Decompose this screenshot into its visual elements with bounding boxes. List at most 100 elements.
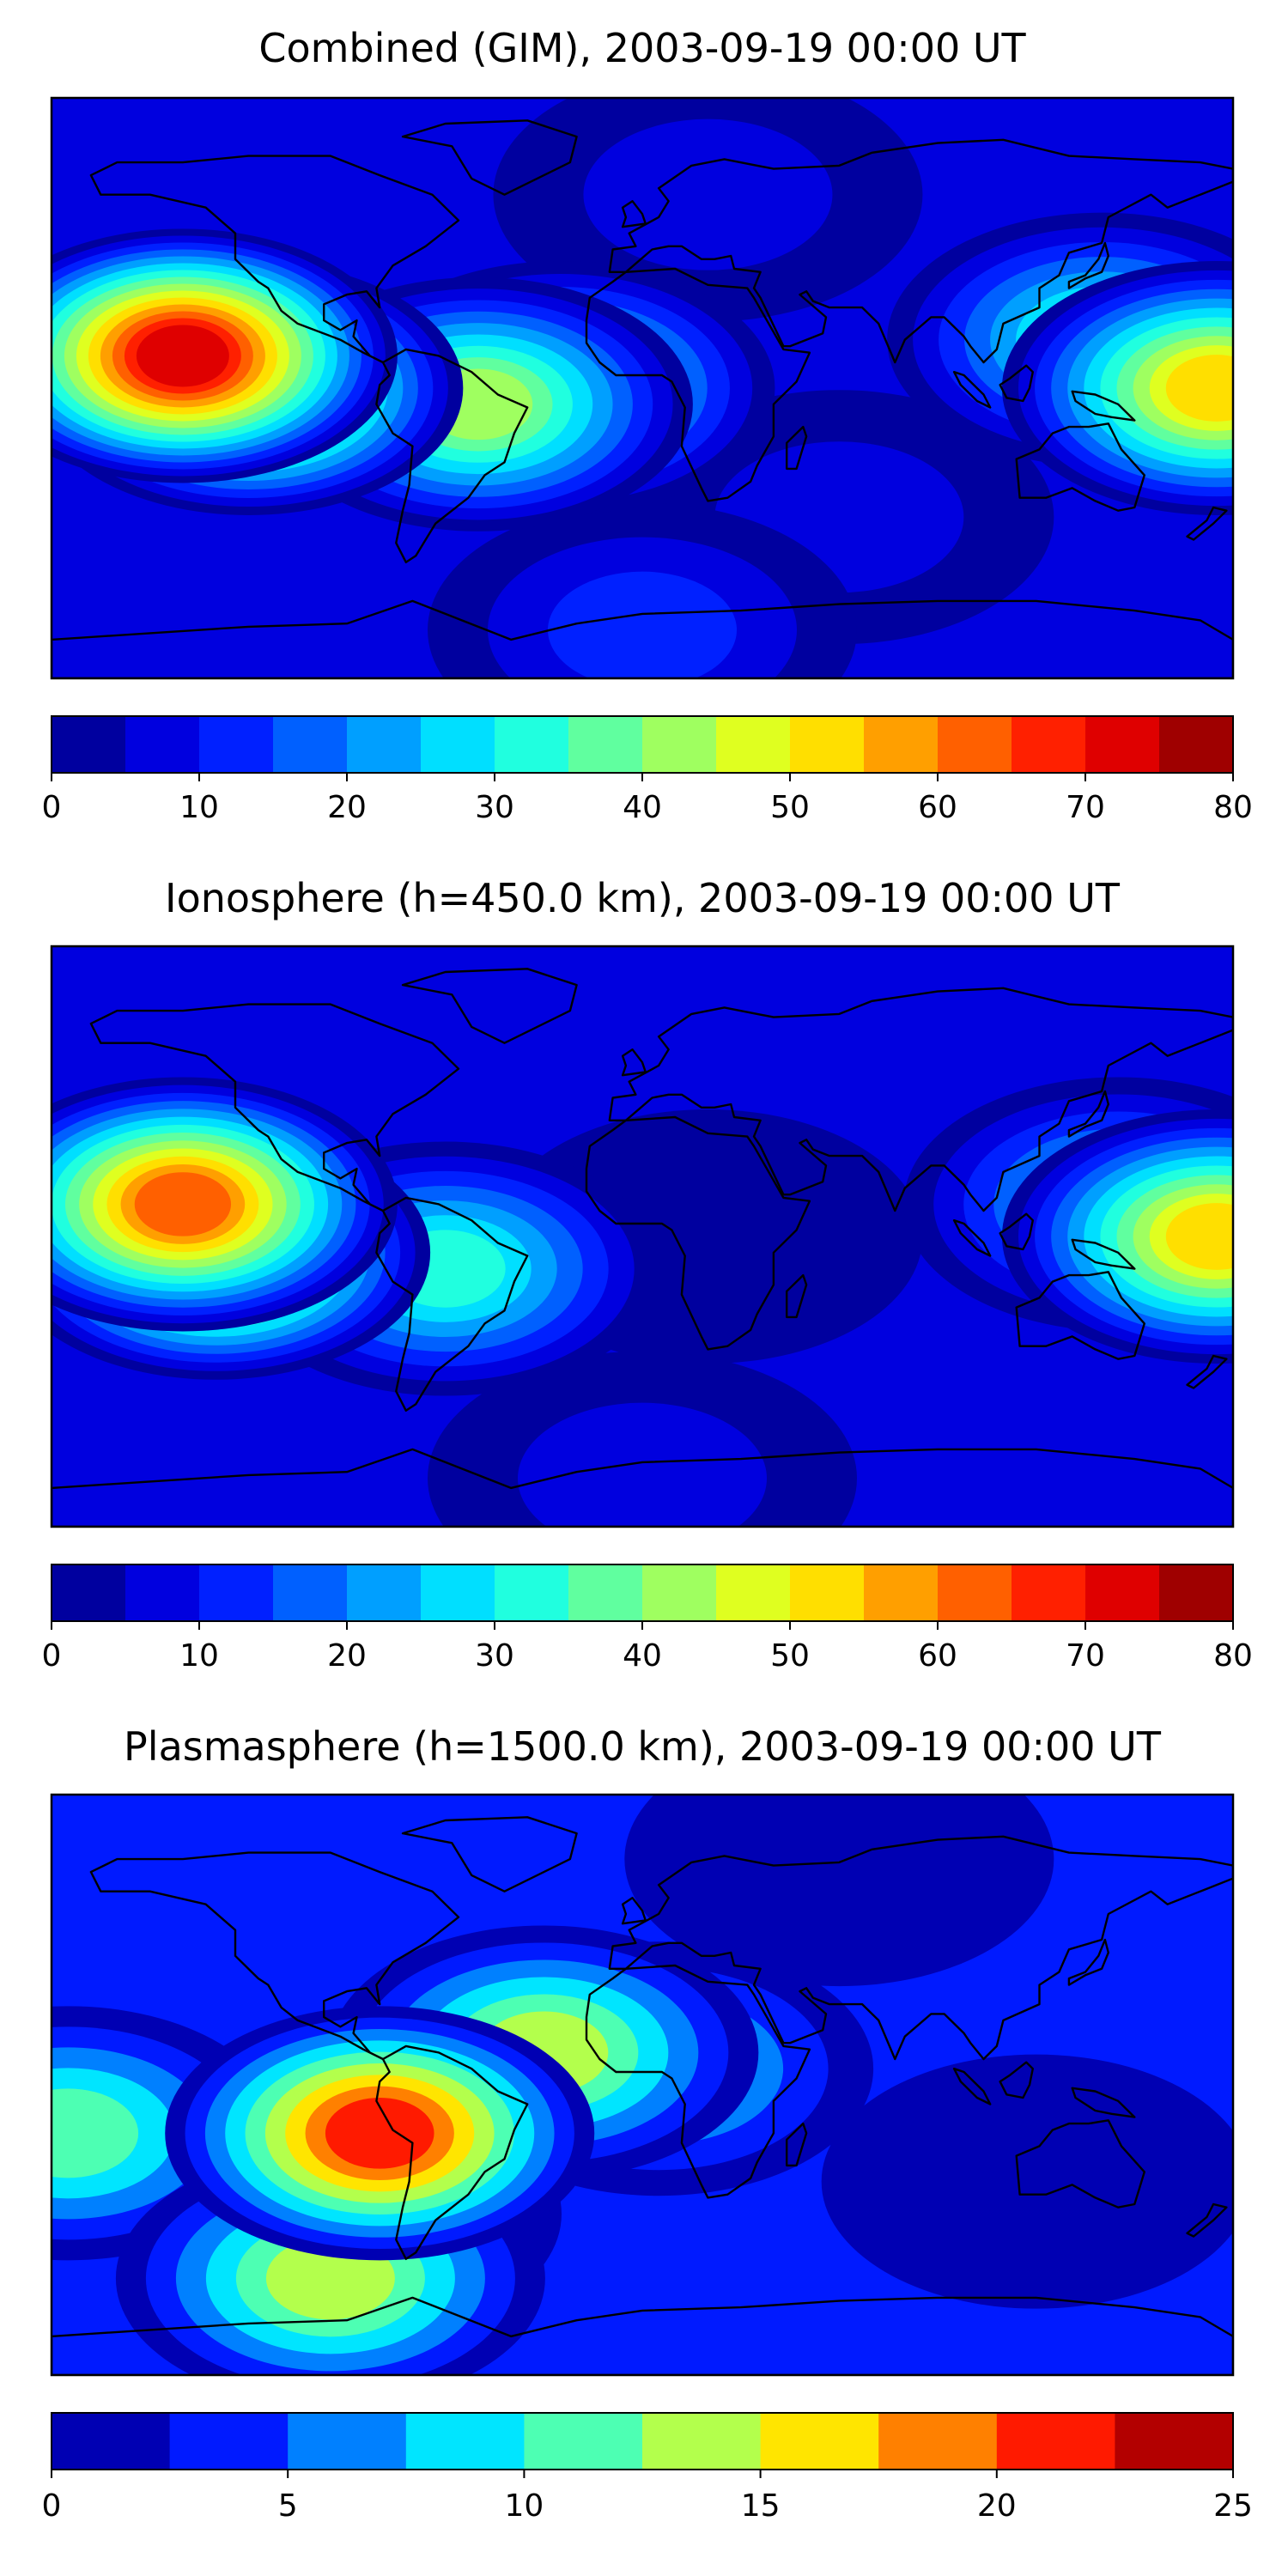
coastline-1-6: [786, 425, 808, 471]
coastline-2-13: [621, 1048, 647, 1077]
colorbar-segment-3-9: [996, 2413, 1115, 2470]
field-band-2-7-13: [134, 1172, 232, 1236]
colorbar-tick-label-3-1: 0: [42, 2488, 62, 2524]
coastline-3-13: [621, 1897, 647, 1925]
colorbar-segment-1-2: [125, 716, 200, 773]
map-field-1: [52, 98, 1233, 678]
colorbar-segment-2-12: [864, 1564, 939, 1621]
field-band-1-1-2: [583, 118, 833, 270]
coastline-1-8: [999, 364, 1034, 403]
field-band-3-2-1: [821, 2054, 1233, 2309]
coastline-1-14: [1186, 506, 1228, 541]
colorbar-tick-label-1-9: 80: [1213, 790, 1253, 825]
colorbar-segment-1-15: [1085, 716, 1160, 773]
coastline-1-1: [89, 155, 460, 364]
colorbar-tick-label-1-4: 30: [475, 790, 514, 825]
colorbar-tick-label-2-6: 50: [770, 1638, 810, 1674]
coastline-3-3: [375, 2044, 529, 2260]
field-band-1-3-3: [548, 571, 737, 678]
field-band-1-9-15: [136, 325, 229, 387]
colorbar-segment-3-6: [642, 2413, 762, 2470]
colorbar-frame-3: [51, 2412, 1234, 2470]
colorbar-tick-label-1-2: 10: [179, 790, 219, 825]
colorbar-segment-1-4: [273, 716, 348, 773]
coastline-3-12: [52, 2296, 1233, 2375]
colorbar-segment-2-15: [1085, 1564, 1160, 1621]
colorbar-tick-label-2-9: 80: [1213, 1638, 1253, 1674]
field-band-3-5-5: [52, 2088, 139, 2178]
coastline-1-10: [1067, 241, 1109, 289]
colorbar-tick-label-1-3: 20: [327, 790, 367, 825]
colorbar-segment-3-3: [288, 2413, 407, 2470]
colorbar-segment-2-9: [642, 1564, 717, 1621]
colorbar-tick-label-1-5: 40: [623, 790, 662, 825]
coastline-2-4: [585, 1115, 811, 1351]
panel-title-3: Plasmasphere (h=1500.0 km), 2003-09-19 0…: [124, 1723, 1162, 1770]
colorbar-tick-label-3-4: 15: [741, 2488, 781, 2524]
coastline-2-8: [999, 1212, 1034, 1251]
colorbar-segment-3-1: [52, 2413, 171, 2470]
coastline-3-14: [1186, 2202, 1228, 2238]
coastline-2-5: [608, 987, 1233, 1212]
field-band-3-1-1: [624, 1795, 1054, 1987]
field-band-2-2-2: [518, 1402, 767, 1527]
colorbar-tick-label-3-3: 10: [504, 2488, 544, 2524]
coastline-2-3: [375, 1196, 529, 1412]
colorbar-segment-2-7: [495, 1564, 569, 1621]
coastline-3-8: [999, 2061, 1034, 2099]
colorbar-segment-1-7: [495, 716, 569, 773]
coastline-1-13: [621, 200, 647, 228]
coastline-1-2: [401, 119, 578, 196]
colorbar-segment-1-3: [199, 716, 274, 773]
colorbar-segment-3-4: [405, 2413, 525, 2470]
colorbar-tick-label-1-6: 50: [770, 790, 810, 825]
coastline-1-3: [375, 348, 529, 563]
colorbar-tick-label-2-2: 10: [179, 1638, 219, 1674]
coastline-1-5: [608, 138, 1233, 364]
colorbar-segment-1-9: [642, 716, 717, 773]
panel-title-2: Ionosphere (h=450.0 km), 2003-09-19 00:0…: [165, 875, 1121, 921]
field-band-2-5-11: [1165, 1203, 1233, 1270]
coastline-1-11: [1071, 390, 1136, 422]
colorbar-tick-label-1-8: 70: [1066, 790, 1105, 825]
map-frame-1: [50, 96, 1235, 680]
colorbar-segment-2-8: [568, 1564, 643, 1621]
field-band-1-7-11: [1165, 355, 1233, 422]
coastlines-2: [52, 968, 1233, 1527]
coastline-2-1: [89, 1003, 460, 1212]
colorbar-tick-label-2-5: 40: [623, 1638, 662, 1674]
field-band-3-8-9: [325, 2098, 434, 2169]
coastline-3-2: [401, 1816, 578, 1893]
coastlines-3: [52, 1816, 1233, 2375]
map-frame-2: [50, 945, 1235, 1528]
coastline-3-7: [1015, 2119, 1145, 2208]
coastlines-1: [52, 119, 1233, 678]
colorbar-segment-3-2: [169, 2413, 289, 2470]
colorbar-segment-3-7: [760, 2413, 879, 2470]
colorbar-segment-1-11: [790, 716, 865, 773]
colorbar-segment-3-8: [878, 2413, 998, 2470]
colorbar-tick-label-2-1: 0: [42, 1638, 62, 1674]
coastline-2-11: [1071, 1238, 1136, 1270]
coastline-2-12: [52, 1448, 1233, 1527]
colorbar-segment-2-16: [1159, 1564, 1234, 1621]
colorbar-segment-2-4: [273, 1564, 348, 1621]
colorbar-segment-2-14: [1012, 1564, 1086, 1621]
panel-title-1: Combined (GIM), 2003-09-19 00:00 UT: [258, 25, 1026, 71]
colorbar-segment-2-11: [790, 1564, 865, 1621]
coastline-2-9: [952, 1219, 992, 1257]
colorbar-segment-2-10: [716, 1564, 791, 1621]
colorbar-segment-1-13: [938, 716, 1012, 773]
colorbar-segment-1-6: [421, 716, 495, 773]
map-field-2: [52, 946, 1233, 1527]
colorbar-tick-label-2-8: 70: [1066, 1638, 1105, 1674]
colorbar-segment-2-3: [199, 1564, 274, 1621]
colorbar-tick-label-3-5: 20: [977, 2488, 1017, 2524]
colorbar-segment-1-5: [347, 716, 422, 773]
colorbar-segment-2-5: [347, 1564, 422, 1621]
coastline-3-6: [786, 2122, 808, 2167]
colorbar-segment-2-6: [421, 1564, 495, 1621]
coastline-3-9: [952, 2068, 992, 2105]
coastline-3-11: [1071, 2087, 1136, 2118]
colorbar-segment-1-8: [568, 716, 643, 773]
